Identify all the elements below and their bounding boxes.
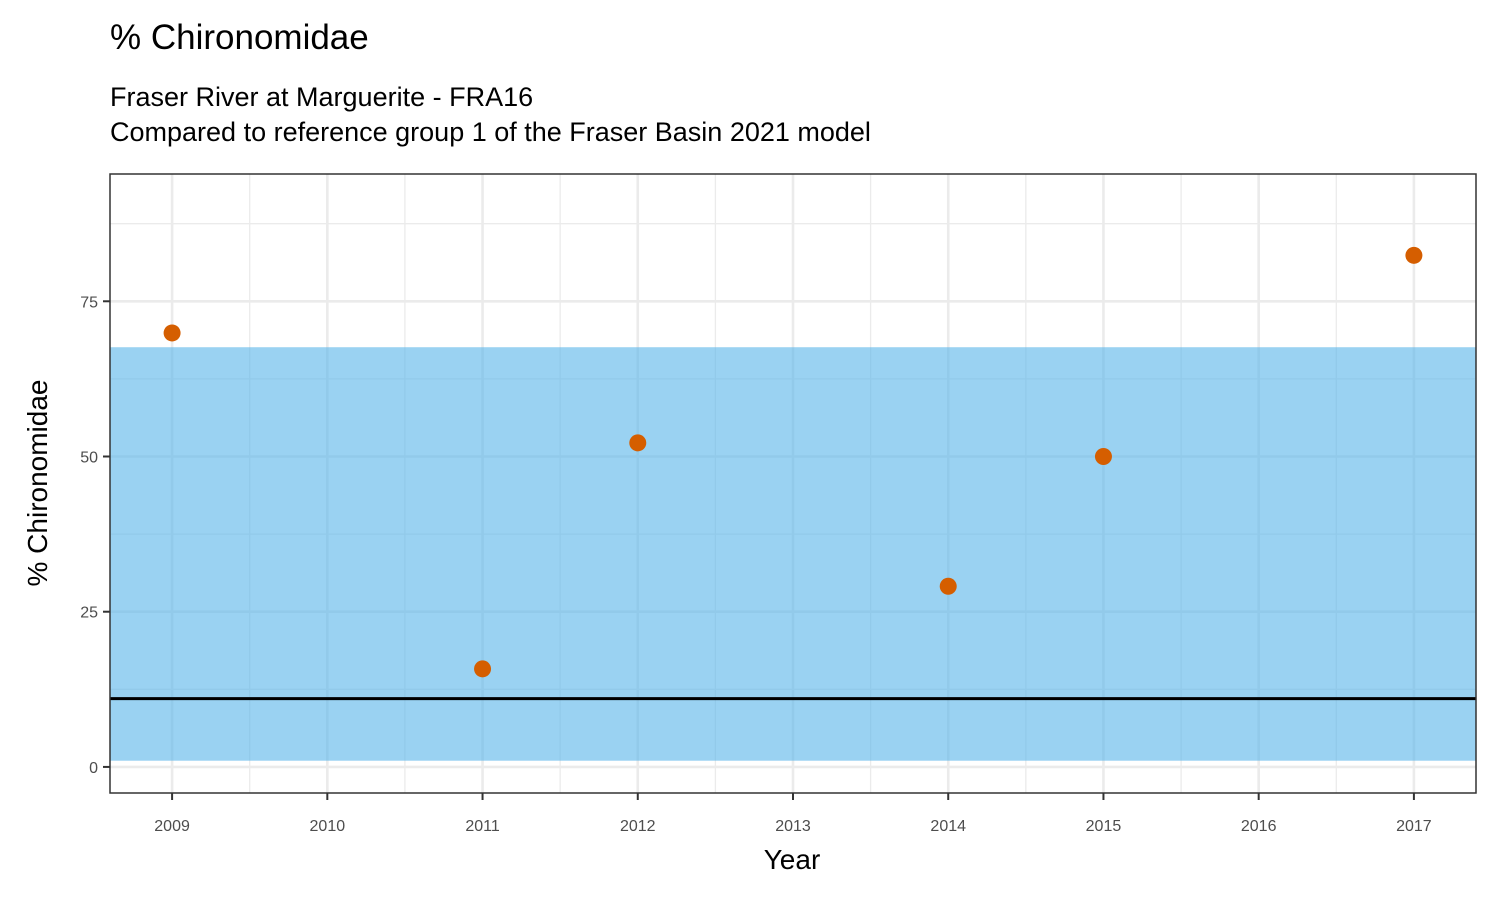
data-point bbox=[1094, 447, 1112, 465]
y-tick-label: 25 bbox=[80, 605, 98, 622]
data-point bbox=[1405, 246, 1423, 264]
x-tick-label: 2011 bbox=[465, 818, 500, 835]
x-tick-label: 2014 bbox=[930, 818, 966, 835]
y-tick-label: 0 bbox=[89, 760, 98, 777]
y-tick-label: 50 bbox=[80, 449, 98, 466]
data-point bbox=[939, 577, 957, 595]
x-axis-title: Year bbox=[764, 844, 821, 875]
data-point bbox=[163, 324, 181, 342]
chart-subtitle-line-1: Fraser River at Marguerite - FRA16 bbox=[110, 82, 534, 112]
x-tick-label: 2010 bbox=[310, 818, 346, 835]
y-axis-title: % Chironomidae bbox=[22, 380, 53, 587]
data-point bbox=[629, 434, 647, 452]
y-tick-label: 75 bbox=[80, 294, 98, 311]
chart-title: % Chironomidae bbox=[110, 18, 369, 57]
data-point-layer bbox=[163, 246, 1423, 678]
x-tick-label: 2013 bbox=[775, 818, 811, 835]
axis-layer: 2009 2010 2011 2012 2013 2014 2015 2016 2017 0 25 5… bbox=[80, 173, 1477, 835]
x-tick-label: 2015 bbox=[1086, 818, 1122, 835]
x-tick-label: 2012 bbox=[620, 818, 656, 835]
x-tick-label: 2009 bbox=[154, 818, 190, 835]
x-tick-label: 2017 bbox=[1396, 818, 1432, 835]
x-tick-label: 2016 bbox=[1241, 818, 1277, 835]
data-point bbox=[474, 660, 492, 678]
reference-band bbox=[110, 347, 1476, 761]
reference-band-layer bbox=[110, 347, 1476, 761]
chart-subtitle-line-2: Compared to reference group 1 of the Fra… bbox=[110, 117, 871, 147]
